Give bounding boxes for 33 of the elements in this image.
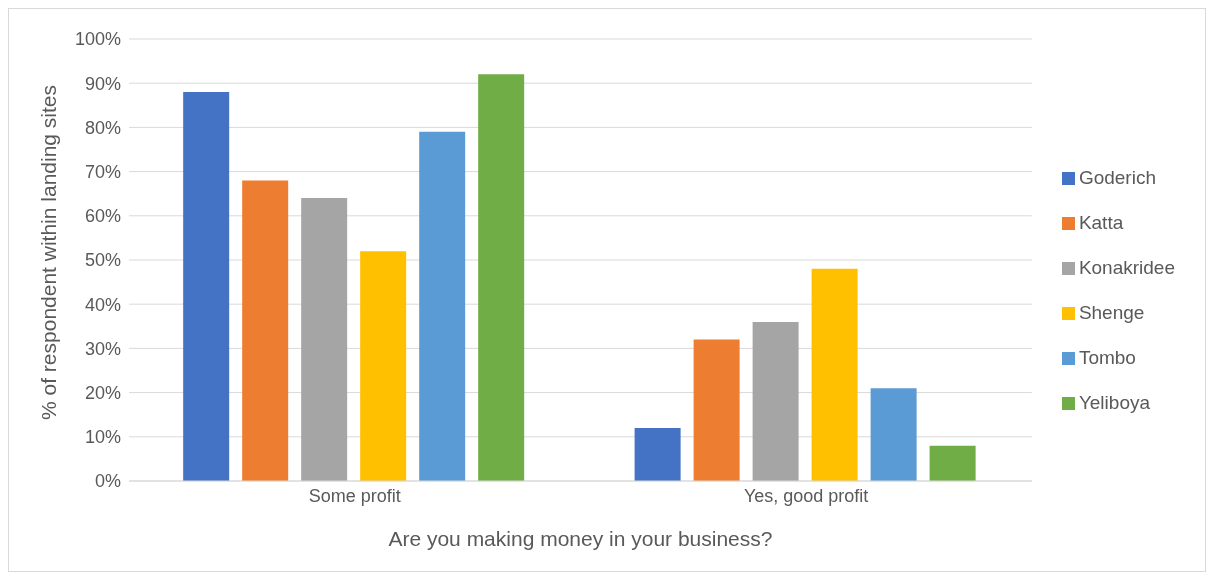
bar — [693, 339, 740, 481]
y-tick-label: 50% — [84, 250, 121, 271]
x-axis-title: Are you making money in your business? — [388, 527, 773, 550]
y-tick-label: 0% — [94, 471, 121, 492]
x-tick-label: Some profit — [308, 485, 401, 506]
bar — [360, 251, 407, 481]
bar — [811, 268, 858, 481]
bar — [870, 388, 917, 481]
y-tick-label: 10% — [84, 427, 121, 448]
legend-label: Goderich — [1078, 167, 1156, 188]
legend-label: Yeliboya — [1078, 392, 1151, 413]
y-tick-label: 60% — [84, 206, 121, 227]
y-axis-title: % of respondent within landing sites — [37, 84, 61, 420]
bar — [634, 427, 681, 481]
y-tick-label: 40% — [84, 294, 121, 315]
bar — [752, 321, 799, 481]
y-tick-label: 80% — [84, 117, 121, 138]
bar — [929, 445, 976, 481]
bar — [478, 74, 525, 481]
bar — [419, 131, 466, 481]
bar — [242, 180, 289, 481]
y-tick-label: 30% — [84, 338, 121, 359]
bar — [183, 92, 230, 481]
y-tick-label: 90% — [84, 73, 121, 94]
y-tick-label: 70% — [84, 161, 121, 182]
legend-label: Katta — [1078, 212, 1124, 233]
legend-label: Konakridee — [1078, 257, 1175, 278]
y-tick-label: 20% — [84, 382, 121, 403]
legend-label: Tombo — [1078, 347, 1136, 368]
x-tick-label: Yes, good profit — [743, 485, 869, 506]
bar — [301, 198, 348, 481]
legend-label: Shenge — [1078, 302, 1145, 323]
y-tick-label: 100% — [74, 29, 121, 50]
